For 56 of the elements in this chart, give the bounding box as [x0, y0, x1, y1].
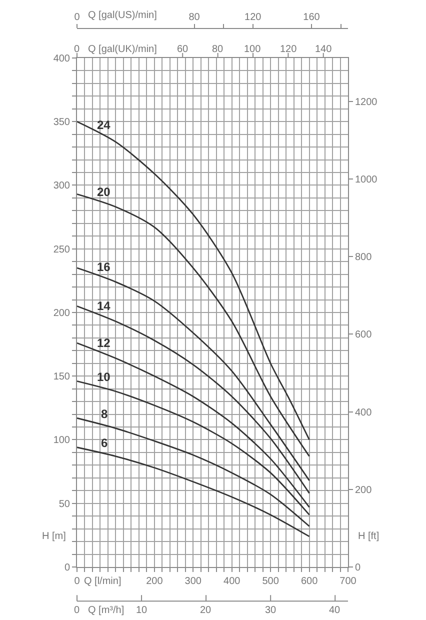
- y-tick-label: 50: [58, 498, 70, 510]
- y-tick-label: 350: [53, 117, 70, 128]
- y-axis-title: H [m]: [42, 531, 66, 542]
- text: 140: [315, 44, 332, 55]
- x2-tick-label: 120: [244, 12, 262, 23]
- text: 20: [200, 605, 212, 616]
- text: 40: [329, 605, 341, 616]
- y2-axis-title: H [ft]: [358, 531, 380, 542]
- series-label: 24: [97, 118, 111, 132]
- x-tick-label: 300: [184, 576, 202, 587]
- x2-tick-label: 160: [303, 12, 320, 23]
- line-series: [77, 120, 310, 440]
- text: 0: [74, 605, 80, 616]
- x2-tick-label: 80: [188, 12, 200, 23]
- y-tick-label: 150: [53, 372, 70, 383]
- text: Q [m³/h]: [88, 605, 124, 616]
- y-tick-label: 100: [53, 435, 70, 446]
- series-label: 12: [97, 336, 111, 350]
- y-tick-label: 250: [53, 244, 70, 256]
- text: 80: [212, 44, 224, 55]
- line-series: [77, 446, 310, 538]
- y-tick-label: 300: [53, 180, 70, 192]
- x-axis-title: Q [l/min]: [84, 576, 122, 587]
- series-label: 6: [101, 436, 108, 450]
- x-tick-label: 200: [146, 576, 164, 587]
- text: 120: [280, 44, 298, 55]
- x-tick-label: 600: [300, 576, 318, 587]
- y2-tick-label: 1000: [355, 174, 378, 186]
- x-tick-label: 700: [340, 576, 357, 587]
- y-tick-label: 400: [53, 53, 70, 64]
- series-label: 16: [97, 260, 111, 274]
- x-tick-label: 500: [262, 576, 280, 587]
- y-tick-label: 200: [53, 308, 70, 319]
- text: 60: [177, 44, 189, 55]
- text: 100: [244, 44, 262, 55]
- text: 30: [265, 605, 277, 616]
- y2-tick-label: 0: [355, 562, 361, 574]
- line-series: [77, 380, 310, 516]
- text: Q [gal(UK)/min]: [88, 44, 158, 55]
- y2-tick-label: 200: [355, 484, 372, 496]
- y2-tick-label: 1200: [355, 96, 378, 108]
- line-series: [77, 417, 310, 527]
- text: 0: [74, 44, 80, 55]
- y2-tick-label: 800: [355, 252, 372, 264]
- x-tick-label: 400: [224, 576, 241, 587]
- series-label: 8: [101, 407, 108, 421]
- y2-tick-label: 600: [355, 330, 372, 341]
- y2-tick-label: 400: [355, 407, 372, 418]
- series-label: 10: [97, 370, 111, 384]
- text: 10: [136, 605, 148, 616]
- y-tick-label: 0: [64, 562, 70, 574]
- x2-axis-title: Q [gal(US)/min]: [88, 10, 158, 21]
- x-tick-label: 0: [74, 576, 80, 587]
- series-label: 20: [97, 185, 111, 199]
- series-label: 14: [97, 299, 111, 313]
- x2-tick-label: 0: [74, 12, 80, 23]
